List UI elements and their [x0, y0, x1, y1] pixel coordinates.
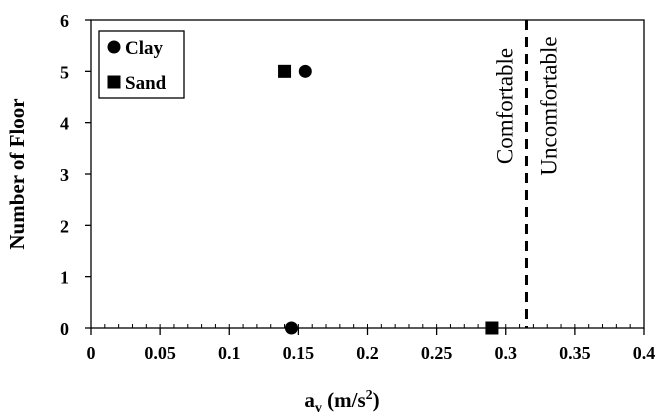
x-axis-title-main: a	[304, 388, 315, 412]
y-tick-label: 1	[60, 268, 69, 288]
axis-ticks	[85, 19, 645, 335]
x-axis-title-unit: (m/s	[322, 388, 366, 412]
x-tick-label: 0.4	[633, 343, 656, 363]
x-axis-title-superscript: 2	[366, 388, 373, 403]
x-axis-title-unit-close: )	[373, 388, 380, 412]
y-tick-label: 6	[60, 11, 69, 31]
tick-labels: 0 0.05 0.1 0.15 0.2 0.25 0.3 0.35 0.4 0 1 2 3 4 5 6	[60, 11, 655, 363]
annotation-comfortable: Comfortable	[492, 48, 517, 164]
legend-label-sand: Sand	[125, 73, 167, 94]
x-axis-title: av (m/s2)	[304, 388, 379, 416]
legend-marker-sand	[107, 75, 121, 89]
legend-marker-clay	[107, 40, 121, 54]
x-tick-label: 0.1	[218, 343, 241, 363]
x-tick-label: 0.25	[421, 343, 453, 363]
x-tick-label: 0	[87, 343, 96, 363]
point-clay	[298, 64, 312, 78]
y-tick-label: 5	[60, 62, 69, 82]
x-tick-label: 0.35	[559, 343, 591, 363]
point-sand	[278, 64, 292, 78]
x-tick-label: 0.05	[144, 343, 176, 363]
x-tick-label: 0.15	[283, 343, 315, 363]
legend: Clay Sand	[98, 30, 185, 99]
y-tick-label: 2	[60, 216, 69, 236]
x-axis-title-subscript: v	[315, 401, 322, 416]
plot-area-frame	[90, 19, 645, 329]
annotation-uncomfortable: Uncomfortable	[536, 36, 561, 175]
x-tick-label: 0.2	[356, 343, 379, 363]
y-axis-title: Number of Floor	[5, 98, 29, 249]
legend-label-clay: Clay	[125, 38, 164, 59]
y-tick-label: 4	[60, 114, 69, 134]
y-tick-label: 0	[60, 319, 69, 339]
x-tick-label: 0.3	[495, 343, 518, 363]
y-tick-label: 3	[60, 165, 69, 185]
